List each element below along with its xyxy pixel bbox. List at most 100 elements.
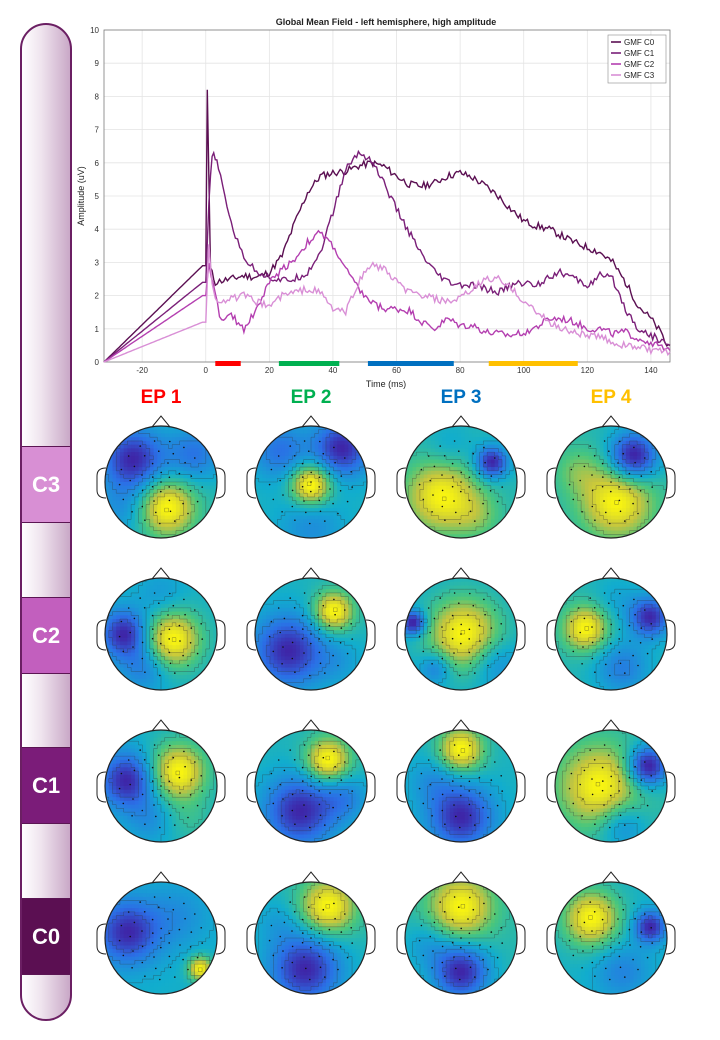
sensor-dot [640,627,643,629]
sensor-dot [160,927,162,930]
sensor-dot [351,638,354,640]
sensor-dot [608,602,610,604]
sensor-dot [302,628,304,630]
sensor-dot [622,756,625,759]
sensor-dot [182,654,184,657]
sensor-dot [579,631,581,634]
sensor-dot [429,935,432,938]
sensor-dot [151,941,154,944]
sensor-dot [432,646,434,648]
sensor-dot [319,510,322,513]
sensor-dot [289,749,292,751]
sensor-dot [337,512,339,515]
sensor-dot [169,744,171,747]
sensor-dot [133,617,136,620]
sensor-dot [609,978,611,981]
sensor-dot [291,641,294,644]
sensor-dot [190,627,193,629]
sensor-dot [272,650,275,653]
sensor-dot [591,793,594,796]
sensor-dot [602,780,604,782]
sensor-dot [334,613,336,616]
sensor-dot [294,671,296,673]
sensor-dot [451,941,454,944]
topomap-c3-ep4 [546,415,676,539]
sensor-dot [318,932,321,935]
legend-entry: GMF C0 [624,38,655,47]
sensor-dot [184,765,186,768]
sensor-dot [346,500,349,503]
sensor-dot [444,823,446,825]
right-ear-icon [665,619,676,651]
sensor-dot [459,826,461,829]
sensor-dot [319,814,322,817]
sensor-dot [619,966,622,969]
sensor-dot [469,440,471,443]
sensor-dot [479,488,481,490]
sensor-dot [153,500,155,502]
sensor-dot [494,457,496,459]
sensor-dot [309,522,311,525]
sensor-dot [318,486,321,488]
sensor-dot [270,772,273,775]
sensor-dot [603,804,605,806]
sensor-dot [570,468,573,471]
sensor-dot [293,455,296,457]
sensor-dot [453,804,455,806]
sensor-dot [183,902,185,905]
sensor-dot [139,749,141,751]
sensor-dot [427,911,430,913]
sensor-dot [141,474,143,476]
nose-icon [451,719,471,732]
sensor-dot [155,663,157,666]
sensor-dot [337,816,339,819]
sensor-dot [120,620,123,623]
sensor-dot [460,623,463,626]
sensor-dot [129,479,131,482]
sensor-dot [455,663,457,666]
sensor-dot [591,505,594,508]
chart-title: Global Mean Field - left hemisphere, hig… [276,17,497,27]
sensor-dot [172,756,175,759]
sensor-dot [310,946,312,949]
epoch-label-3: EP 3 [440,387,482,408]
nose-icon [301,871,321,884]
sensor-dot [182,958,184,961]
sensor-dot [432,798,434,800]
sensor-dot [291,489,294,492]
sensor-dot [610,623,612,626]
sensor-dot [444,519,446,521]
sensor-dot [282,798,284,800]
sensor-dot [337,968,339,971]
sensor-dot [318,499,321,502]
sensor-dot [159,522,161,525]
topomap-c1-ep1 [96,719,226,843]
sensor-dot [144,823,146,825]
sensor-dot [484,613,486,616]
sensor-dot [169,662,172,665]
sensor-dot [577,607,580,609]
sensor-dot [324,976,326,978]
sensor-dot [279,783,282,786]
sensor-dot [141,945,144,948]
sensor-dot [453,500,455,502]
sensor-dot [281,663,283,665]
sensor-dot [496,956,499,959]
sensor-dot [482,654,484,657]
sensor-dot [603,652,605,654]
sensor-dot [318,803,321,806]
sensor-dot [319,592,321,595]
sensor-dot [141,657,144,660]
sensor-dot [291,809,294,812]
sensor-dot [168,803,171,806]
sensor-dot [651,486,653,488]
head-outline [404,425,518,539]
sensor-dot [633,750,635,753]
sensor-dot [291,945,294,948]
legend-entry: GMF C2 [624,60,655,69]
sensor-dot [196,500,199,503]
sensor-dot [422,498,425,501]
sensor-dot [268,635,271,638]
sensor-dot [582,950,584,952]
sensor-dot [646,500,649,503]
